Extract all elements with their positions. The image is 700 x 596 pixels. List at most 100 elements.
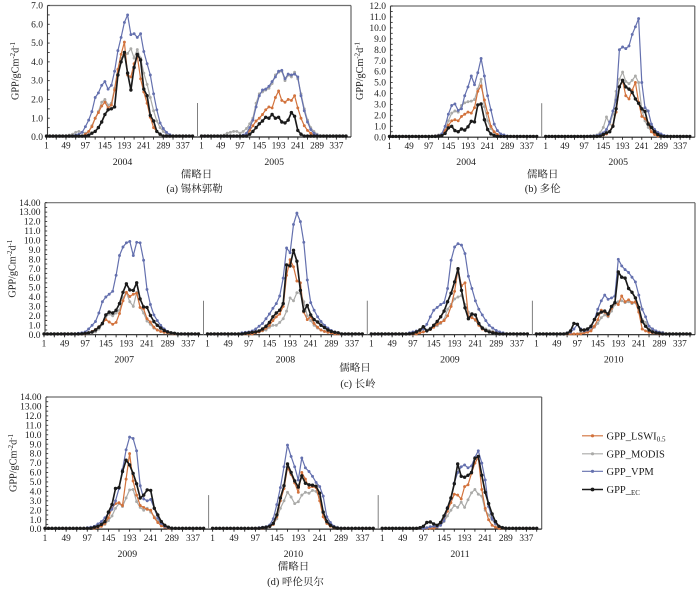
svg-text:2.0: 2.0 [31, 96, 43, 106]
svg-text:145: 145 [591, 339, 605, 349]
svg-text:145: 145 [98, 142, 112, 152]
svg-text:GPP/gCm-2d-1: GPP/gCm-2d-1 [355, 41, 367, 99]
svg-text:337: 337 [186, 534, 200, 544]
svg-text:241: 241 [304, 339, 318, 349]
svg-text:GPP_VPM: GPP_VPM [607, 467, 655, 478]
svg-text:1: 1 [44, 142, 49, 152]
svg-text:6.0: 6.0 [30, 469, 42, 479]
svg-text:1: 1 [369, 339, 374, 349]
svg-text:5.0: 5.0 [29, 284, 41, 294]
svg-text:2010: 2010 [604, 355, 624, 366]
svg-text:145: 145 [596, 142, 610, 152]
svg-text:97: 97 [251, 534, 261, 544]
svg-text:241: 241 [140, 339, 154, 349]
svg-text:193: 193 [283, 339, 297, 349]
svg-text:2009: 2009 [440, 355, 460, 366]
svg-text:2010: 2010 [284, 549, 304, 560]
svg-text:49: 49 [60, 339, 70, 349]
svg-text:6.0: 6.0 [31, 20, 43, 30]
svg-text:241: 241 [635, 142, 649, 152]
svg-text:2005: 2005 [608, 157, 628, 168]
svg-text:97: 97 [579, 142, 589, 152]
svg-text:(b): (b) [525, 184, 538, 195]
svg-text:10.0: 10.0 [369, 24, 386, 34]
svg-text:145: 145 [437, 534, 451, 544]
svg-text:289: 289 [165, 534, 179, 544]
svg-text:193: 193 [616, 142, 630, 152]
svg-text:14.00: 14.00 [20, 393, 42, 403]
svg-text:1.0: 1.0 [374, 122, 386, 132]
svg-text:4.0: 4.0 [31, 58, 43, 68]
svg-text:0.0: 0.0 [31, 133, 43, 143]
svg-text:1: 1 [534, 339, 539, 349]
svg-text:1: 1 [387, 142, 392, 152]
svg-text:337: 337 [356, 534, 370, 544]
svg-text:145: 145 [101, 534, 115, 544]
svg-text:12.0: 12.0 [25, 412, 42, 422]
svg-text:2007: 2007 [114, 355, 134, 366]
svg-text:0.0: 0.0 [374, 133, 386, 143]
svg-text:97: 97 [408, 339, 418, 349]
svg-text:241: 241 [468, 339, 482, 349]
svg-text:145: 145 [99, 339, 113, 349]
svg-text:241: 241 [144, 534, 158, 544]
svg-text:5.0: 5.0 [30, 478, 42, 488]
svg-text:GPP/gCm-2d-1: GPP/gCm-2d-1 [7, 239, 19, 297]
svg-text:2.0: 2.0 [374, 111, 386, 121]
svg-text:4.0: 4.0 [374, 90, 386, 100]
svg-text:337: 337 [181, 339, 195, 349]
svg-text:2004: 2004 [113, 157, 133, 168]
svg-text:(c): (c) [340, 379, 352, 390]
svg-text:2005: 2005 [264, 157, 284, 168]
svg-text:1: 1 [543, 142, 548, 152]
svg-text:49: 49 [398, 534, 408, 544]
svg-text:193: 193 [448, 339, 462, 349]
svg-text:11.0: 11.0 [25, 421, 42, 431]
svg-text:12.0: 12.0 [24, 218, 41, 228]
svg-text:8.0: 8.0 [30, 450, 42, 460]
svg-text:241: 241 [291, 142, 305, 152]
svg-text:11.0: 11.0 [370, 13, 387, 23]
svg-text:97: 97 [81, 339, 91, 349]
svg-text:49: 49 [560, 142, 570, 152]
svg-text:145: 145 [252, 142, 266, 152]
svg-text:7.0: 7.0 [31, 2, 43, 12]
svg-text:97: 97 [424, 142, 434, 152]
svg-text:337: 337 [176, 142, 190, 152]
svg-text:289: 289 [334, 534, 348, 544]
svg-text:97: 97 [419, 534, 429, 544]
svg-text:337: 337 [329, 142, 343, 152]
svg-text:193: 193 [461, 142, 475, 152]
svg-text:1: 1 [43, 534, 48, 544]
svg-text:3.0: 3.0 [31, 77, 43, 87]
svg-text:(d): (d) [267, 577, 280, 588]
svg-text:1: 1 [380, 534, 385, 544]
svg-text:241: 241 [481, 142, 495, 152]
svg-text:145: 145 [270, 534, 284, 544]
svg-text:337: 337 [519, 534, 533, 544]
svg-text:2008: 2008 [276, 355, 296, 366]
svg-text:97: 97 [81, 142, 91, 152]
svg-text:2009: 2009 [118, 549, 138, 560]
svg-text:193: 193 [611, 339, 625, 349]
svg-text:5.0: 5.0 [31, 39, 43, 49]
svg-text:193: 193 [119, 339, 133, 349]
svg-text:193: 193 [272, 142, 286, 152]
svg-text:13.00: 13.00 [19, 208, 41, 218]
svg-text:97: 97 [83, 534, 93, 544]
svg-text:5.0: 5.0 [374, 79, 386, 89]
svg-text:289: 289 [500, 142, 514, 152]
svg-text:289: 289 [161, 339, 175, 349]
svg-text:9.0: 9.0 [30, 440, 42, 450]
svg-text:49: 49 [552, 339, 562, 349]
svg-text:289: 289 [324, 339, 338, 349]
svg-text:241: 241 [478, 534, 492, 544]
svg-text:0.0: 0.0 [30, 525, 42, 535]
svg-text:10.0: 10.0 [24, 237, 41, 247]
svg-text:0.0: 0.0 [29, 331, 41, 341]
svg-text:289: 289 [499, 534, 513, 544]
svg-text:2.0: 2.0 [29, 312, 41, 322]
svg-text:1: 1 [42, 339, 47, 349]
svg-text:9.0: 9.0 [29, 246, 41, 256]
svg-text:193: 193 [291, 534, 305, 544]
